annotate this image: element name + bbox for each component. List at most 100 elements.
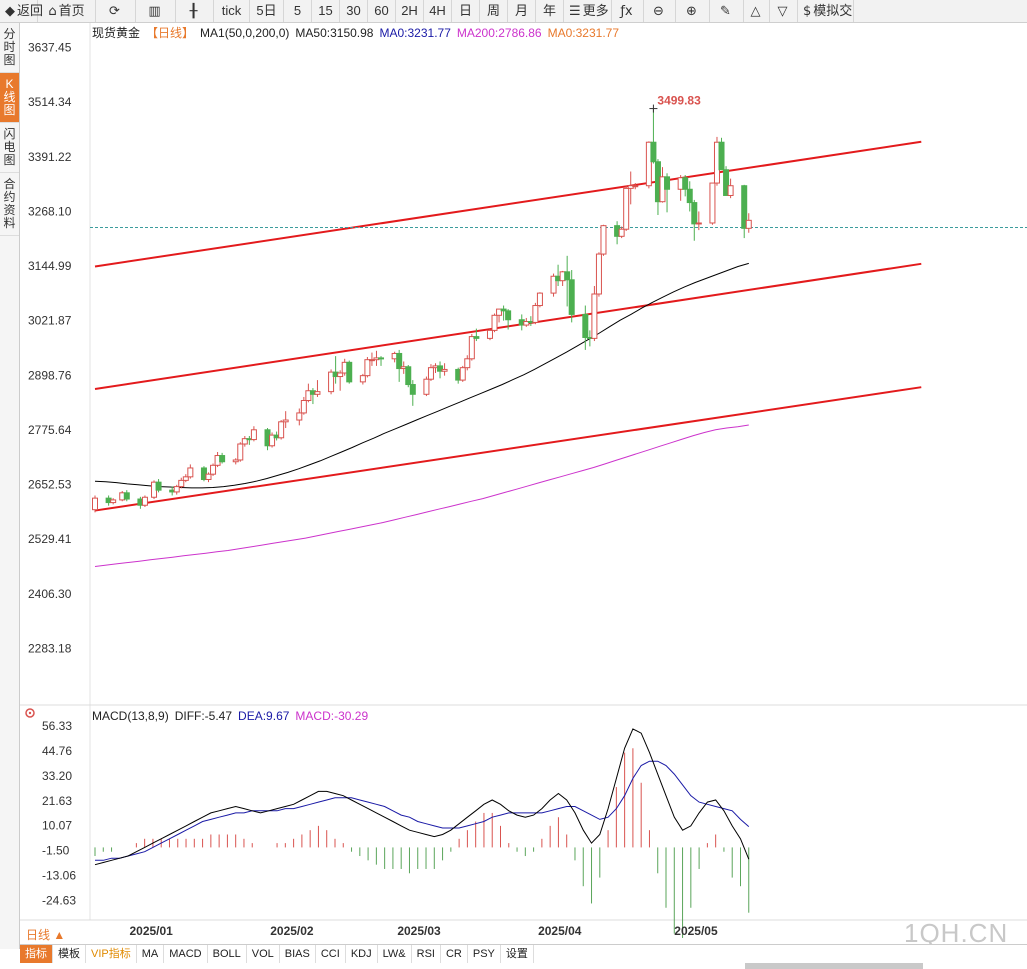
- settings-icon[interactable]: [25, 708, 35, 718]
- indicator-tab[interactable]: BIAS: [280, 945, 316, 963]
- macd-axis-label: -1.50: [42, 844, 70, 858]
- horizontal-scrollbar[interactable]: [745, 963, 923, 969]
- price-axis-label: 2406.30: [28, 587, 72, 601]
- candle-body: [618, 228, 625, 237]
- candle-body: [237, 443, 244, 461]
- period-month[interactable]: 月: [508, 0, 536, 22]
- candle-body: [437, 365, 444, 372]
- toolbar-label: 2H: [401, 3, 418, 18]
- candle-body: [405, 366, 412, 386]
- indicator-tab[interactable]: MACD: [164, 945, 208, 963]
- candle-body: [568, 279, 575, 315]
- period-30[interactable]: 30: [340, 0, 368, 22]
- candle-body: [141, 496, 148, 506]
- down-button[interactable]: ▽: [770, 0, 798, 22]
- indicator-tab[interactable]: RSI: [412, 945, 441, 963]
- formula-button[interactable]: ƒx: [612, 0, 644, 22]
- home-button[interactable]: ⌂ 首页: [38, 0, 96, 22]
- toolbar-label: 15: [318, 3, 333, 18]
- period-week[interactable]: 周: [480, 0, 508, 22]
- sidebar-tab[interactable]: 闪电图: [0, 123, 19, 173]
- price-header-ma0b-label: MA0:3231.77: [548, 26, 620, 40]
- up-button[interactable]: △: [744, 0, 770, 22]
- sim-trade-button[interactable]: $ 模拟交: [798, 0, 854, 22]
- period-selector[interactable]: 日线 ▲: [26, 928, 66, 942]
- price-axis-label: 2652.53: [28, 478, 72, 492]
- indicator-tab[interactable]: LW&: [378, 945, 412, 963]
- triangle-down-icon: ▽: [777, 4, 788, 19]
- price-header-ma0-label: MA0:3231.77: [379, 26, 451, 40]
- pen-icon: ✎: [720, 4, 731, 19]
- zoom-in-button[interactable]: ⊕: [676, 0, 710, 22]
- chart-type-button[interactable]: ▥: [136, 0, 176, 22]
- indicator-tab[interactable]: VIP指标: [86, 945, 137, 963]
- candle-body: [523, 321, 530, 326]
- period-15[interactable]: 15: [312, 0, 340, 22]
- indicator-tab[interactable]: CCI: [316, 945, 346, 963]
- candle-body: [300, 400, 307, 414]
- settings-icon-ring: [25, 708, 35, 718]
- back-button[interactable]: ◆ 返回: [0, 0, 43, 22]
- candle-body: [500, 308, 507, 312]
- indicator-tab[interactable]: 模板: [53, 945, 86, 963]
- candle-body: [464, 358, 471, 369]
- sidebar-tab[interactable]: K线图: [0, 73, 19, 123]
- candle-body: [591, 293, 598, 339]
- indicator-tab[interactable]: 设置: [501, 945, 534, 963]
- indicator-tab[interactable]: VOL: [247, 945, 280, 963]
- price-header-period-tag: 【日线】: [146, 26, 194, 40]
- toolbar: ◆ 返回 ⌂ 首页 ⟳ ▥ ╂ tick 5日 5 15 30 60 2H 4H 日周月年 ☰ 更多 ƒx ⊖ ⊕ ✎ △ ▽…: [0, 0, 1027, 23]
- candle-body: [536, 292, 543, 307]
- price-header-ma50-label: MA50:3150.98: [295, 26, 373, 40]
- candle-body: [123, 492, 130, 500]
- sidebar-tab[interactable]: 合约资料: [0, 173, 19, 236]
- period-tick[interactable]: tick: [214, 0, 250, 22]
- price-axis-label: 3021.87: [28, 314, 72, 328]
- candle-body: [468, 336, 475, 360]
- period-60[interactable]: 60: [368, 0, 396, 22]
- draw-button[interactable]: ✎: [710, 0, 744, 22]
- period-5[interactable]: 5: [284, 0, 312, 22]
- candle-body: [173, 486, 180, 493]
- candle-body: [550, 275, 557, 294]
- toolbar-label: 周: [486, 3, 500, 18]
- zoom-out-button[interactable]: ⊖: [644, 0, 676, 22]
- sidebar-tab[interactable]: 分时图: [0, 23, 19, 73]
- x-axis-label: 2025/04: [538, 924, 582, 938]
- period-day[interactable]: 日: [452, 0, 480, 22]
- price-axis-label: 2898.76: [28, 368, 72, 382]
- indicator-tab[interactable]: KDJ: [346, 945, 378, 963]
- toolbar-label: 5: [293, 3, 302, 18]
- macd-header-dea-label: DEA:9.67: [238, 709, 290, 723]
- period-4h[interactable]: 4H: [424, 0, 452, 22]
- bar-chart-icon: ▥: [148, 4, 161, 19]
- refresh-button[interactable]: ⟳: [96, 0, 136, 22]
- toolbar-label: 年: [542, 3, 556, 18]
- indicator-tab[interactable]: BOLL: [208, 945, 247, 963]
- candlestick-button[interactable]: ╂: [176, 0, 214, 22]
- toolbar-label: 30: [346, 3, 361, 18]
- candle-body: [278, 421, 285, 439]
- macd-axis-label: 33.20: [42, 769, 72, 783]
- more-button[interactable]: ☰ 更多: [564, 0, 612, 22]
- toolbar-label: 首页: [58, 3, 85, 18]
- period-5d[interactable]: 5日: [250, 0, 284, 22]
- toolbar-label: 5日: [256, 3, 277, 18]
- indicator-tab[interactable]: PSY: [468, 945, 501, 963]
- indicator-tab[interactable]: 指标: [20, 945, 53, 963]
- settings-icon-center: [28, 711, 32, 715]
- period-year[interactable]: 年: [536, 0, 564, 22]
- candle-body: [441, 368, 448, 372]
- indicator-tab[interactable]: CR: [441, 945, 468, 963]
- price-header: 现货黄金 【日线】 MA1(50,0,200,0) MA50:3150.98 MA0:3…: [92, 25, 619, 40]
- macd-axis-label: 56.33: [42, 719, 72, 733]
- candle-body: [491, 314, 498, 331]
- price-axis-label: 3637.45: [28, 41, 72, 55]
- candle-body: [691, 202, 698, 225]
- candle-body: [346, 361, 353, 383]
- candle-body: [210, 464, 217, 475]
- candle-body: [727, 185, 734, 196]
- candle-body: [486, 329, 493, 339]
- period-2h[interactable]: 2H: [396, 0, 424, 22]
- indicator-tab[interactable]: MA: [137, 945, 165, 963]
